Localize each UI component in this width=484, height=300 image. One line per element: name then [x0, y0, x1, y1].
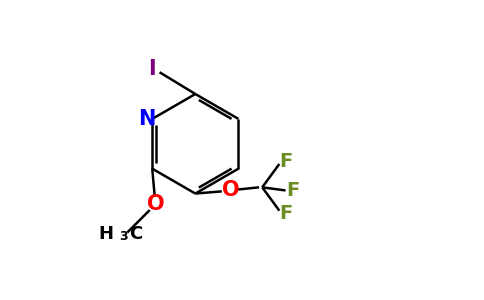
Text: C: C: [130, 225, 143, 243]
Text: F: F: [280, 152, 293, 171]
Text: H: H: [98, 225, 113, 243]
Text: 3: 3: [120, 230, 128, 243]
Text: N: N: [138, 109, 155, 129]
Text: O: O: [222, 180, 240, 200]
Text: I: I: [148, 59, 156, 79]
Text: F: F: [287, 181, 300, 200]
Text: O: O: [147, 194, 164, 214]
Text: F: F: [280, 204, 293, 223]
